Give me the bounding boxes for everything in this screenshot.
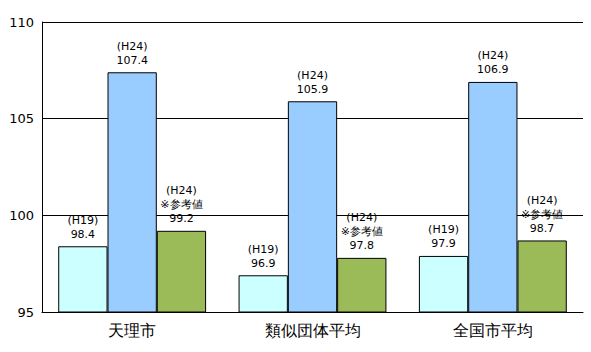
svg-text:(H19): (H19) bbox=[428, 223, 459, 236]
svg-text:(H19): (H19) bbox=[67, 214, 98, 227]
svg-text:(H24): (H24) bbox=[166, 184, 197, 197]
svg-text:98.4: 98.4 bbox=[71, 228, 96, 241]
svg-text:※参考値: ※参考値 bbox=[341, 225, 383, 238]
svg-text:天理市: 天理市 bbox=[108, 321, 156, 340]
svg-text:106.9: 106.9 bbox=[477, 63, 509, 76]
svg-text:110: 110 bbox=[9, 15, 34, 30]
svg-text:(H24): (H24) bbox=[346, 211, 377, 224]
svg-text:類似団体平均: 類似団体平均 bbox=[265, 321, 361, 340]
svg-text:(H24): (H24) bbox=[297, 69, 328, 82]
svg-text:(H24): (H24) bbox=[527, 194, 558, 207]
svg-text:(H24): (H24) bbox=[117, 40, 148, 53]
svg-text:※参考値: ※参考値 bbox=[160, 198, 202, 211]
svg-text:105.9: 105.9 bbox=[297, 83, 329, 96]
svg-text:99.2: 99.2 bbox=[169, 212, 194, 225]
svg-text:95: 95 bbox=[17, 305, 34, 320]
svg-text:97.9: 97.9 bbox=[431, 237, 456, 250]
svg-text:98.7: 98.7 bbox=[530, 222, 555, 235]
svg-text:(H19): (H19) bbox=[248, 243, 279, 256]
svg-text:97.8: 97.8 bbox=[350, 239, 375, 252]
svg-text:105: 105 bbox=[9, 111, 34, 126]
svg-text:(H24): (H24) bbox=[477, 49, 508, 62]
svg-text:※参考値: ※参考値 bbox=[521, 208, 563, 221]
svg-text:全国市平均: 全国市平均 bbox=[453, 321, 533, 340]
svg-text:107.4: 107.4 bbox=[116, 54, 148, 67]
svg-text:96.9: 96.9 bbox=[251, 257, 276, 270]
svg-text:100: 100 bbox=[9, 208, 34, 223]
